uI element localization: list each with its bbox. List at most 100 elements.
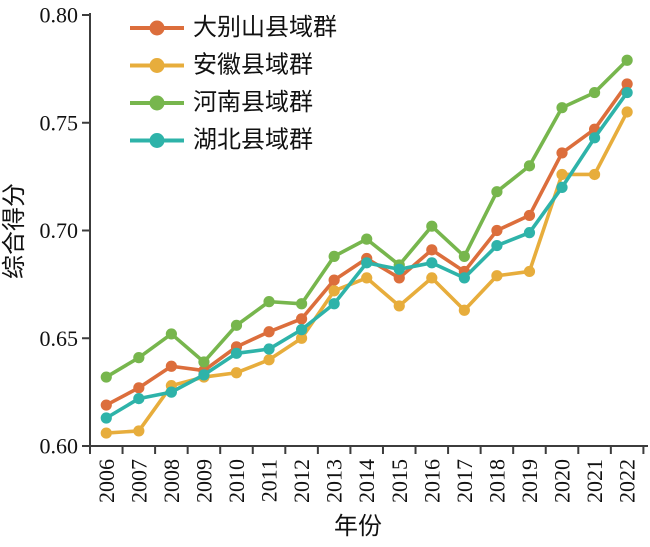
data-point — [458, 250, 470, 262]
data-point — [393, 263, 405, 275]
legend-marker — [149, 133, 165, 148]
axes: 0.60 0.65 0.70 0.75 0.80 2006 2007 2008 2009 2010… — [40, 3, 648, 503]
legend-item: 安徽县域群 — [130, 52, 313, 79]
data-point — [523, 265, 536, 278]
data-point — [100, 427, 112, 439]
legend-marker — [149, 20, 165, 36]
data-point — [361, 233, 373, 245]
x-tick-label: 2019 — [517, 459, 542, 503]
data-point — [491, 239, 503, 252]
x-tick-label: 2007 — [126, 459, 151, 503]
data-point — [263, 326, 275, 338]
x-tick-label: 2018 — [484, 459, 509, 503]
data-point — [133, 392, 145, 405]
data-point — [426, 272, 438, 284]
data-point — [165, 386, 177, 398]
data-point — [491, 270, 503, 282]
data-point — [621, 106, 633, 118]
data-point — [328, 285, 340, 297]
x-tick-label: 2022 — [615, 459, 640, 503]
data-point — [263, 296, 275, 308]
legend-item: 湖北县域群 — [130, 127, 313, 154]
data-point — [230, 319, 243, 331]
x-tick-label: 2021 — [582, 459, 607, 503]
data-point — [295, 324, 308, 336]
y-tick-label: 0.70 — [40, 218, 79, 243]
data-point — [198, 356, 210, 368]
legend-item: 大别山县域群 — [130, 14, 337, 41]
data-point — [621, 78, 633, 90]
data-point — [328, 298, 340, 310]
data-point — [263, 354, 275, 366]
data-point — [523, 227, 536, 239]
data-point — [426, 257, 438, 269]
data-point — [361, 272, 373, 284]
legend-item-label: 河南县域群 — [193, 89, 313, 116]
legend-item-label: 大别山县域群 — [193, 14, 337, 41]
data-point — [426, 220, 438, 232]
x-tick-label: 2013 — [322, 459, 347, 503]
x-tick-label: 2016 — [419, 459, 444, 503]
legend-item-label: 安徽县域群 — [193, 52, 313, 79]
data-point — [165, 360, 177, 372]
x-tick-label: 2006 — [94, 459, 119, 503]
y-tick-label: 0.60 — [40, 434, 79, 459]
data-point — [295, 332, 308, 344]
data-series — [100, 54, 633, 439]
x-tick-label: 2011 — [257, 459, 282, 502]
x-tick-label: 2014 — [354, 459, 379, 503]
legend-marker — [149, 58, 165, 73]
data-point — [230, 367, 243, 379]
legend-marker — [149, 95, 165, 111]
data-point — [133, 382, 145, 394]
y-tick-label: 0.75 — [40, 110, 79, 135]
data-point — [621, 54, 633, 66]
data-point — [621, 86, 633, 99]
data-point — [393, 272, 405, 284]
data-point — [100, 412, 112, 424]
data-point — [523, 209, 536, 222]
data-point — [393, 300, 405, 312]
data-point — [556, 181, 568, 193]
data-point — [133, 352, 145, 364]
legend-item: 河南县域群 — [130, 89, 313, 116]
data-point — [165, 328, 177, 340]
x-tick-label: 2012 — [289, 459, 314, 503]
data-point — [263, 343, 275, 355]
data-point — [491, 186, 503, 198]
data-point — [556, 147, 568, 159]
x-tick-label: 2010 — [224, 459, 249, 503]
data-point — [588, 132, 601, 144]
x-tick-label: 2020 — [550, 459, 575, 503]
x-tick-label: 2008 — [159, 459, 184, 503]
y-axis-title: 综合得分 — [1, 183, 28, 279]
data-point — [100, 371, 112, 383]
x-tick-label: 2015 — [387, 459, 412, 503]
data-point — [295, 313, 308, 325]
y-tick-label: 0.80 — [40, 3, 79, 28]
data-point — [328, 274, 340, 286]
data-point — [523, 160, 536, 172]
x-tick-label: 2017 — [452, 459, 477, 503]
data-point — [556, 102, 568, 114]
data-point — [100, 399, 112, 411]
data-point — [491, 224, 503, 237]
x-tick-label: 2009 — [191, 459, 216, 503]
legend-item-label: 湖北县域群 — [193, 127, 313, 154]
data-point — [556, 168, 568, 181]
data-point — [295, 298, 308, 310]
data-point — [361, 257, 373, 269]
data-point — [458, 304, 470, 316]
data-point — [588, 168, 601, 181]
data-point — [328, 250, 340, 262]
data-point — [198, 369, 210, 381]
y-tick-label: 0.65 — [40, 326, 79, 351]
data-point — [458, 272, 470, 284]
data-point — [426, 244, 438, 256]
data-point — [133, 425, 145, 437]
x-axis-title: 年份 — [334, 513, 382, 540]
data-point — [588, 86, 601, 99]
